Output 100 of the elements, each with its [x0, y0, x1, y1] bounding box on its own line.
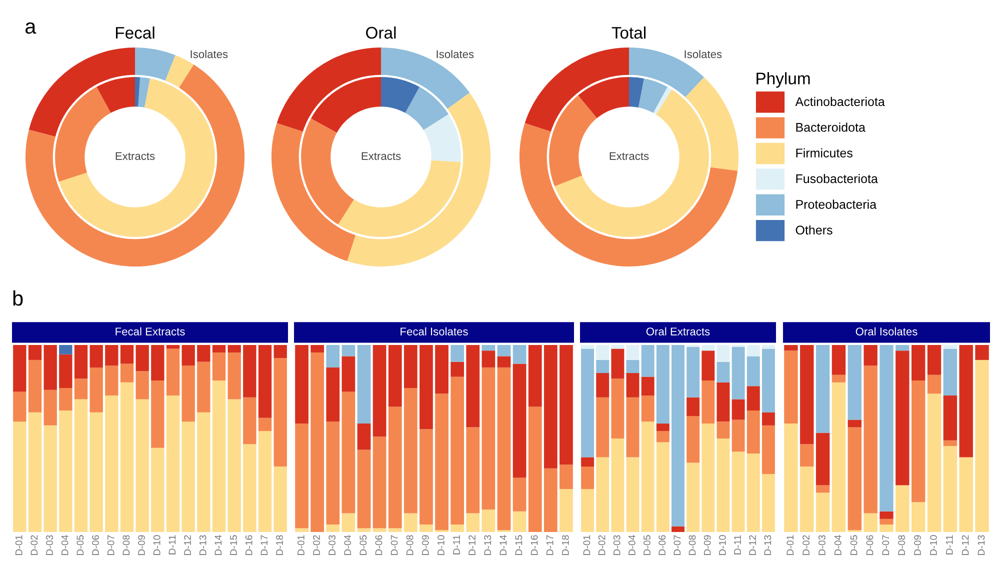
bar [212, 380, 226, 532]
bar [581, 348, 594, 458]
bar [512, 364, 526, 478]
bar [816, 432, 830, 486]
bar [372, 528, 386, 532]
bar [372, 345, 386, 437]
bar [959, 345, 973, 458]
bar [864, 513, 878, 532]
bar [656, 442, 670, 532]
x-tick-label: D-13 [978, 535, 985, 556]
bar [450, 362, 464, 377]
bar [243, 345, 256, 398]
bar [13, 345, 26, 392]
x-tick-label: D-03 [46, 535, 53, 556]
bar [342, 356, 356, 392]
bar [800, 444, 814, 467]
bar [295, 424, 308, 528]
x-tick-label: D-01 [15, 535, 22, 556]
bar [512, 511, 526, 532]
x-tick-label: D-07 [390, 535, 398, 556]
bar [482, 510, 496, 532]
x-tick-label: D-01 [583, 535, 590, 556]
bar [626, 457, 640, 532]
bar [611, 345, 624, 349]
bar [420, 345, 433, 430]
bar [528, 406, 542, 532]
bar [310, 352, 324, 532]
bar [702, 350, 715, 381]
bar [959, 457, 973, 532]
x-tick-label: D-09 [422, 535, 429, 556]
bar [182, 422, 195, 532]
x-tick-label: D-10 [153, 535, 160, 556]
bar [927, 394, 942, 532]
bar [746, 453, 760, 532]
x-tick-label: D-02 [313, 535, 320, 556]
bar [702, 345, 715, 351]
bar [746, 356, 760, 386]
bar [497, 356, 511, 368]
x-tick-label: D-12 [962, 535, 969, 556]
bar [943, 440, 958, 446]
bar [466, 513, 480, 532]
bar [716, 382, 730, 422]
x-tick-label: D-02 [30, 535, 38, 556]
bar [832, 382, 846, 532]
bar [880, 524, 894, 532]
bar [975, 360, 989, 532]
bar [816, 492, 830, 532]
bar [326, 367, 340, 422]
bar [544, 468, 558, 532]
x-tick-label: D-16 [245, 535, 252, 556]
bar [927, 345, 942, 375]
x-tick-label: D-12 [468, 535, 476, 556]
x-tick-label: D-02 [802, 535, 810, 556]
bar [212, 352, 226, 381]
bar [784, 424, 798, 532]
bar [560, 345, 573, 465]
bar [197, 362, 210, 412]
x-tick-label: D-08 [122, 535, 130, 556]
bar [357, 450, 371, 528]
bar [656, 424, 670, 432]
bar [151, 345, 164, 381]
bar [943, 446, 958, 532]
bar [166, 348, 180, 396]
chart-title: Total [612, 26, 646, 39]
x-tick-label: D-05 [644, 535, 650, 556]
bar [136, 371, 149, 400]
x-tick-label: D-06 [92, 535, 99, 556]
x-tick-label: D-14 [214, 535, 222, 556]
bar [388, 406, 402, 528]
x-tick-label: D-08 [898, 535, 906, 556]
bar [243, 444, 256, 532]
bar [864, 366, 878, 514]
slice-label: Extracts [362, 152, 401, 160]
bar [44, 345, 57, 390]
x-tick-label: D-03 [613, 535, 620, 556]
bar [512, 478, 526, 512]
bar [59, 354, 72, 388]
bar [420, 524, 433, 532]
bar [596, 397, 610, 458]
bar [212, 345, 226, 352]
bar [641, 345, 654, 377]
bar [816, 345, 830, 433]
bar [596, 345, 610, 360]
bar [166, 345, 180, 349]
x-tick-label: D-07 [107, 535, 114, 556]
x-tick-label: D-11 [734, 535, 741, 554]
x-tick-label: D-18 [276, 535, 283, 556]
x-tick-label: D-05 [76, 535, 84, 556]
bar [880, 345, 894, 512]
bar [656, 345, 670, 424]
legend-label: Fusobacteriota [796, 174, 878, 184]
bar [746, 345, 760, 356]
bar [596, 360, 610, 374]
bar [626, 397, 640, 458]
bar [482, 350, 496, 368]
x-tick-label: D-09 [704, 535, 711, 556]
bar [28, 412, 42, 532]
bar [295, 345, 308, 424]
slice-label: Extracts [610, 152, 649, 160]
x-tick-label: D-04 [628, 535, 636, 556]
